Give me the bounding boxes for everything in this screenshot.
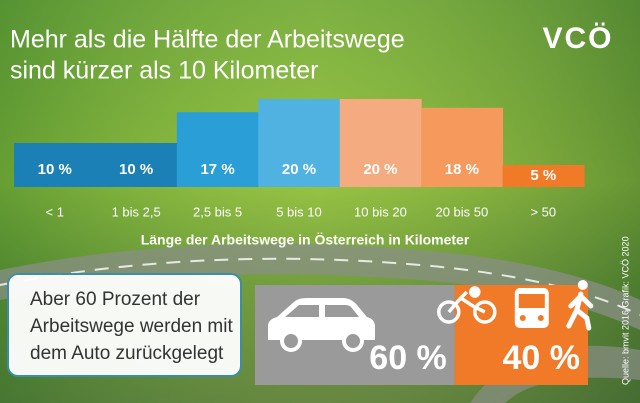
bar	[502, 165, 585, 187]
car-window	[285, 305, 359, 317]
walker-body	[566, 291, 594, 331]
road	[0, 243, 640, 330]
x-tick-label: 5 bis 10	[276, 204, 322, 219]
bus-icon	[514, 288, 549, 328]
bar	[14, 143, 96, 187]
bus-light	[537, 315, 544, 321]
note-text: Aber 60 Prozent der	[30, 289, 201, 310]
value-label: 20 %	[363, 161, 397, 178]
bike-wheel	[437, 300, 461, 324]
x-tick-label: 20 bis 50	[435, 204, 488, 219]
value-label: 10 %	[38, 161, 72, 178]
logo: VCÖ	[542, 22, 613, 55]
bar	[339, 99, 422, 187]
bus-light	[519, 315, 526, 321]
bike-icon	[437, 286, 497, 324]
car-wheel	[280, 330, 302, 352]
value-label: 17 %	[200, 161, 234, 178]
walker-head	[577, 280, 588, 290]
value-label: 20 %	[282, 161, 316, 178]
car-wheel	[342, 330, 364, 352]
value-label: 5 %	[530, 167, 556, 184]
x-axis-title: Länge der Arbeitswege in Österreich in K…	[141, 232, 470, 248]
chart-title: Mehr als die Hälfte der Arbeitswege	[10, 26, 405, 54]
car-icon	[268, 298, 375, 352]
bus-window	[518, 294, 545, 308]
bar	[421, 107, 504, 187]
bike-frame	[447, 290, 486, 314]
bike-wheel	[473, 300, 497, 324]
bar	[176, 112, 259, 187]
note-text: dem Auto zurückgelegt	[30, 343, 224, 364]
x-tick-label: 1 bis 2,5	[112, 204, 161, 219]
source: Quelle: bmvit 2016 Grafik: VCÖ 2020	[620, 236, 630, 385]
bar	[258, 99, 341, 187]
bike-head	[469, 286, 481, 298]
bar	[95, 143, 178, 187]
chart-title: sind kürzer als 10 Kilometer	[10, 57, 318, 85]
value-label: 10 %	[119, 161, 153, 178]
share-label: 60 %	[369, 339, 447, 377]
walker-icon	[566, 280, 594, 331]
x-tick-label: 2,5 bis 5	[193, 204, 242, 219]
note-box	[7, 273, 242, 377]
x-tick-label: < 1	[45, 204, 63, 219]
note-text: Arbeitswege werden mit	[30, 316, 233, 337]
x-tick-label: > 50	[530, 204, 556, 219]
share-label: 40 %	[503, 339, 581, 377]
x-tick-label: 10 bis 20	[354, 204, 407, 219]
value-label: 18 %	[445, 161, 479, 178]
